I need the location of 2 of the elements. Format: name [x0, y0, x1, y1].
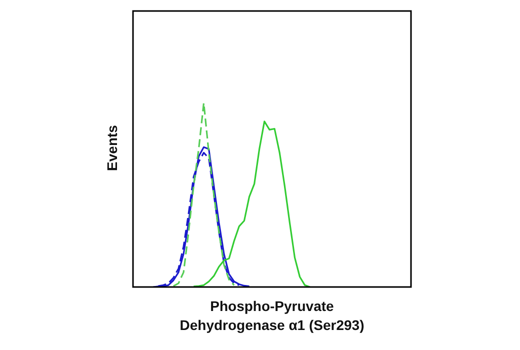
y-axis-title: Events — [104, 124, 120, 173]
x-axis-title: Phospho-Pyruvate Dehydrogenase α1 (Ser293) — [178, 297, 366, 335]
